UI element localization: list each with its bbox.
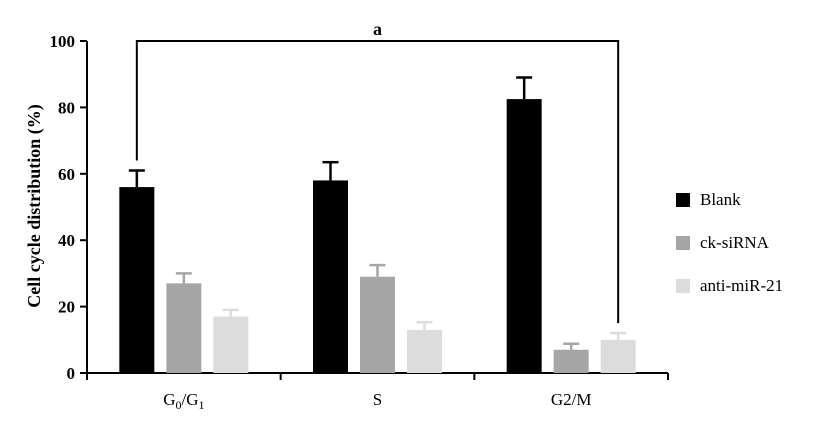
bar bbox=[119, 187, 155, 373]
significance-label: a bbox=[373, 19, 382, 39]
bar bbox=[360, 276, 395, 373]
x-tick-label: G2/M bbox=[551, 390, 592, 409]
legend-label-blank: Blank bbox=[700, 190, 741, 209]
bar bbox=[313, 180, 348, 373]
y-tick-label: 20 bbox=[58, 298, 75, 317]
x-tick-label: S bbox=[373, 390, 382, 409]
bars-layer bbox=[119, 76, 636, 373]
y-axis: 0 20 40 60 80 100 bbox=[50, 32, 88, 383]
legend-label-anti-mir-21: anti-miR-21 bbox=[700, 276, 784, 295]
y-tick-label: 60 bbox=[58, 165, 75, 184]
legend: Blank ck-siRNA anti-miR-21 bbox=[676, 190, 783, 319]
legend-swatch-blank bbox=[676, 193, 690, 207]
significance-bracket: a bbox=[135, 19, 620, 324]
legend-label-ck-sirna: ck-siRNA bbox=[700, 233, 769, 252]
y-tick-label: 100 bbox=[50, 32, 76, 51]
y-tick-label: 80 bbox=[58, 98, 75, 117]
bar bbox=[600, 339, 636, 373]
y-axis-label: Cell cycle distribution (%) bbox=[24, 104, 45, 307]
legend-item-anti-mir-21: anti-miR-21 bbox=[676, 276, 783, 296]
x-tick-label: G0/G1 bbox=[163, 390, 204, 412]
legend-swatch-anti-mir-21 bbox=[676, 279, 690, 293]
bar bbox=[407, 329, 442, 373]
bar bbox=[213, 316, 249, 373]
significance-line bbox=[135, 40, 620, 324]
legend-item-ck-sirna: ck-siRNA bbox=[676, 233, 783, 253]
legend-item-blank: Blank bbox=[676, 190, 783, 210]
y-tick-label: 40 bbox=[58, 231, 75, 250]
y-tick-label: 0 bbox=[67, 364, 76, 383]
x-axis: G0/G1 S G2/M bbox=[86, 372, 669, 412]
bar bbox=[506, 99, 542, 373]
legend-swatch-ck-sirna bbox=[676, 236, 690, 250]
bar bbox=[166, 283, 202, 373]
bar bbox=[553, 349, 589, 373]
